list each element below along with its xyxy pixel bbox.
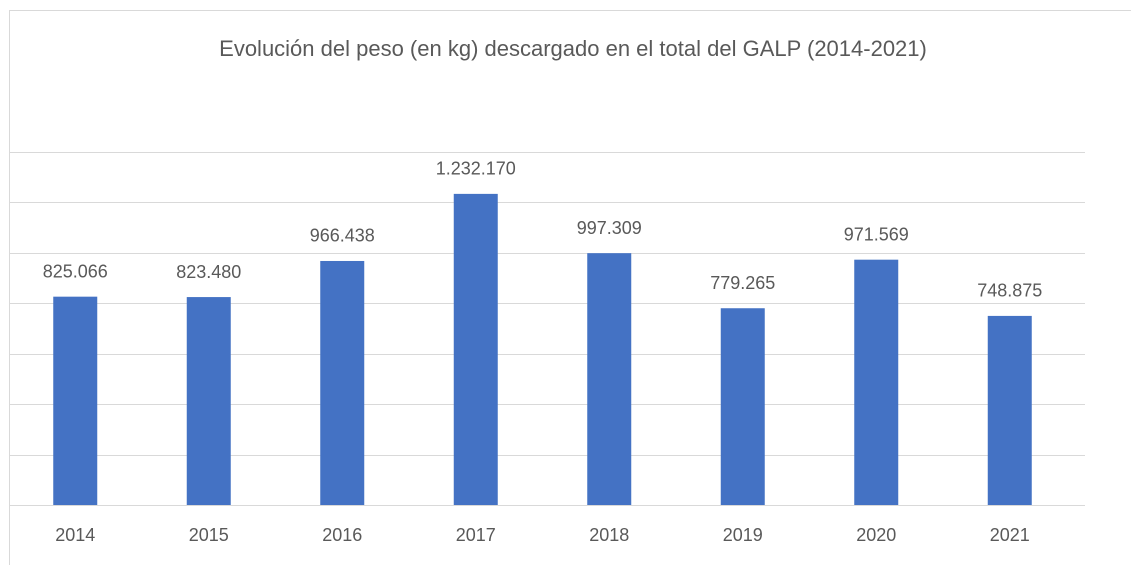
bar bbox=[320, 260, 365, 505]
chart-frame bbox=[9, 10, 1131, 565]
x-tick-label: 2014 bbox=[55, 525, 95, 545]
bar bbox=[453, 193, 498, 505]
data-label: 971.569 bbox=[844, 224, 909, 244]
bar bbox=[53, 296, 98, 505]
chart-title: Evolución del peso (en kg) descargado en… bbox=[219, 36, 927, 61]
data-label: 825.066 bbox=[43, 261, 108, 281]
bar bbox=[854, 259, 899, 505]
x-tick-label: 2020 bbox=[856, 525, 896, 545]
data-label: 823.480 bbox=[176, 262, 241, 282]
bar bbox=[587, 253, 632, 505]
x-tick-label: 2021 bbox=[990, 525, 1030, 545]
data-label: 748.875 bbox=[977, 281, 1042, 301]
x-tick-label: 2015 bbox=[189, 525, 229, 545]
x-tick-label: 2016 bbox=[322, 525, 362, 545]
data-label: 966.438 bbox=[310, 226, 375, 246]
data-label: 779.265 bbox=[710, 273, 775, 293]
bar bbox=[720, 308, 765, 505]
x-tick-label: 2019 bbox=[723, 525, 763, 545]
data-label: 1.232.170 bbox=[436, 159, 516, 179]
x-tick-label: 2017 bbox=[456, 525, 496, 545]
bar bbox=[186, 297, 231, 505]
data-label: 997.309 bbox=[577, 218, 642, 238]
bar bbox=[987, 315, 1032, 505]
x-tick-label: 2018 bbox=[589, 525, 629, 545]
